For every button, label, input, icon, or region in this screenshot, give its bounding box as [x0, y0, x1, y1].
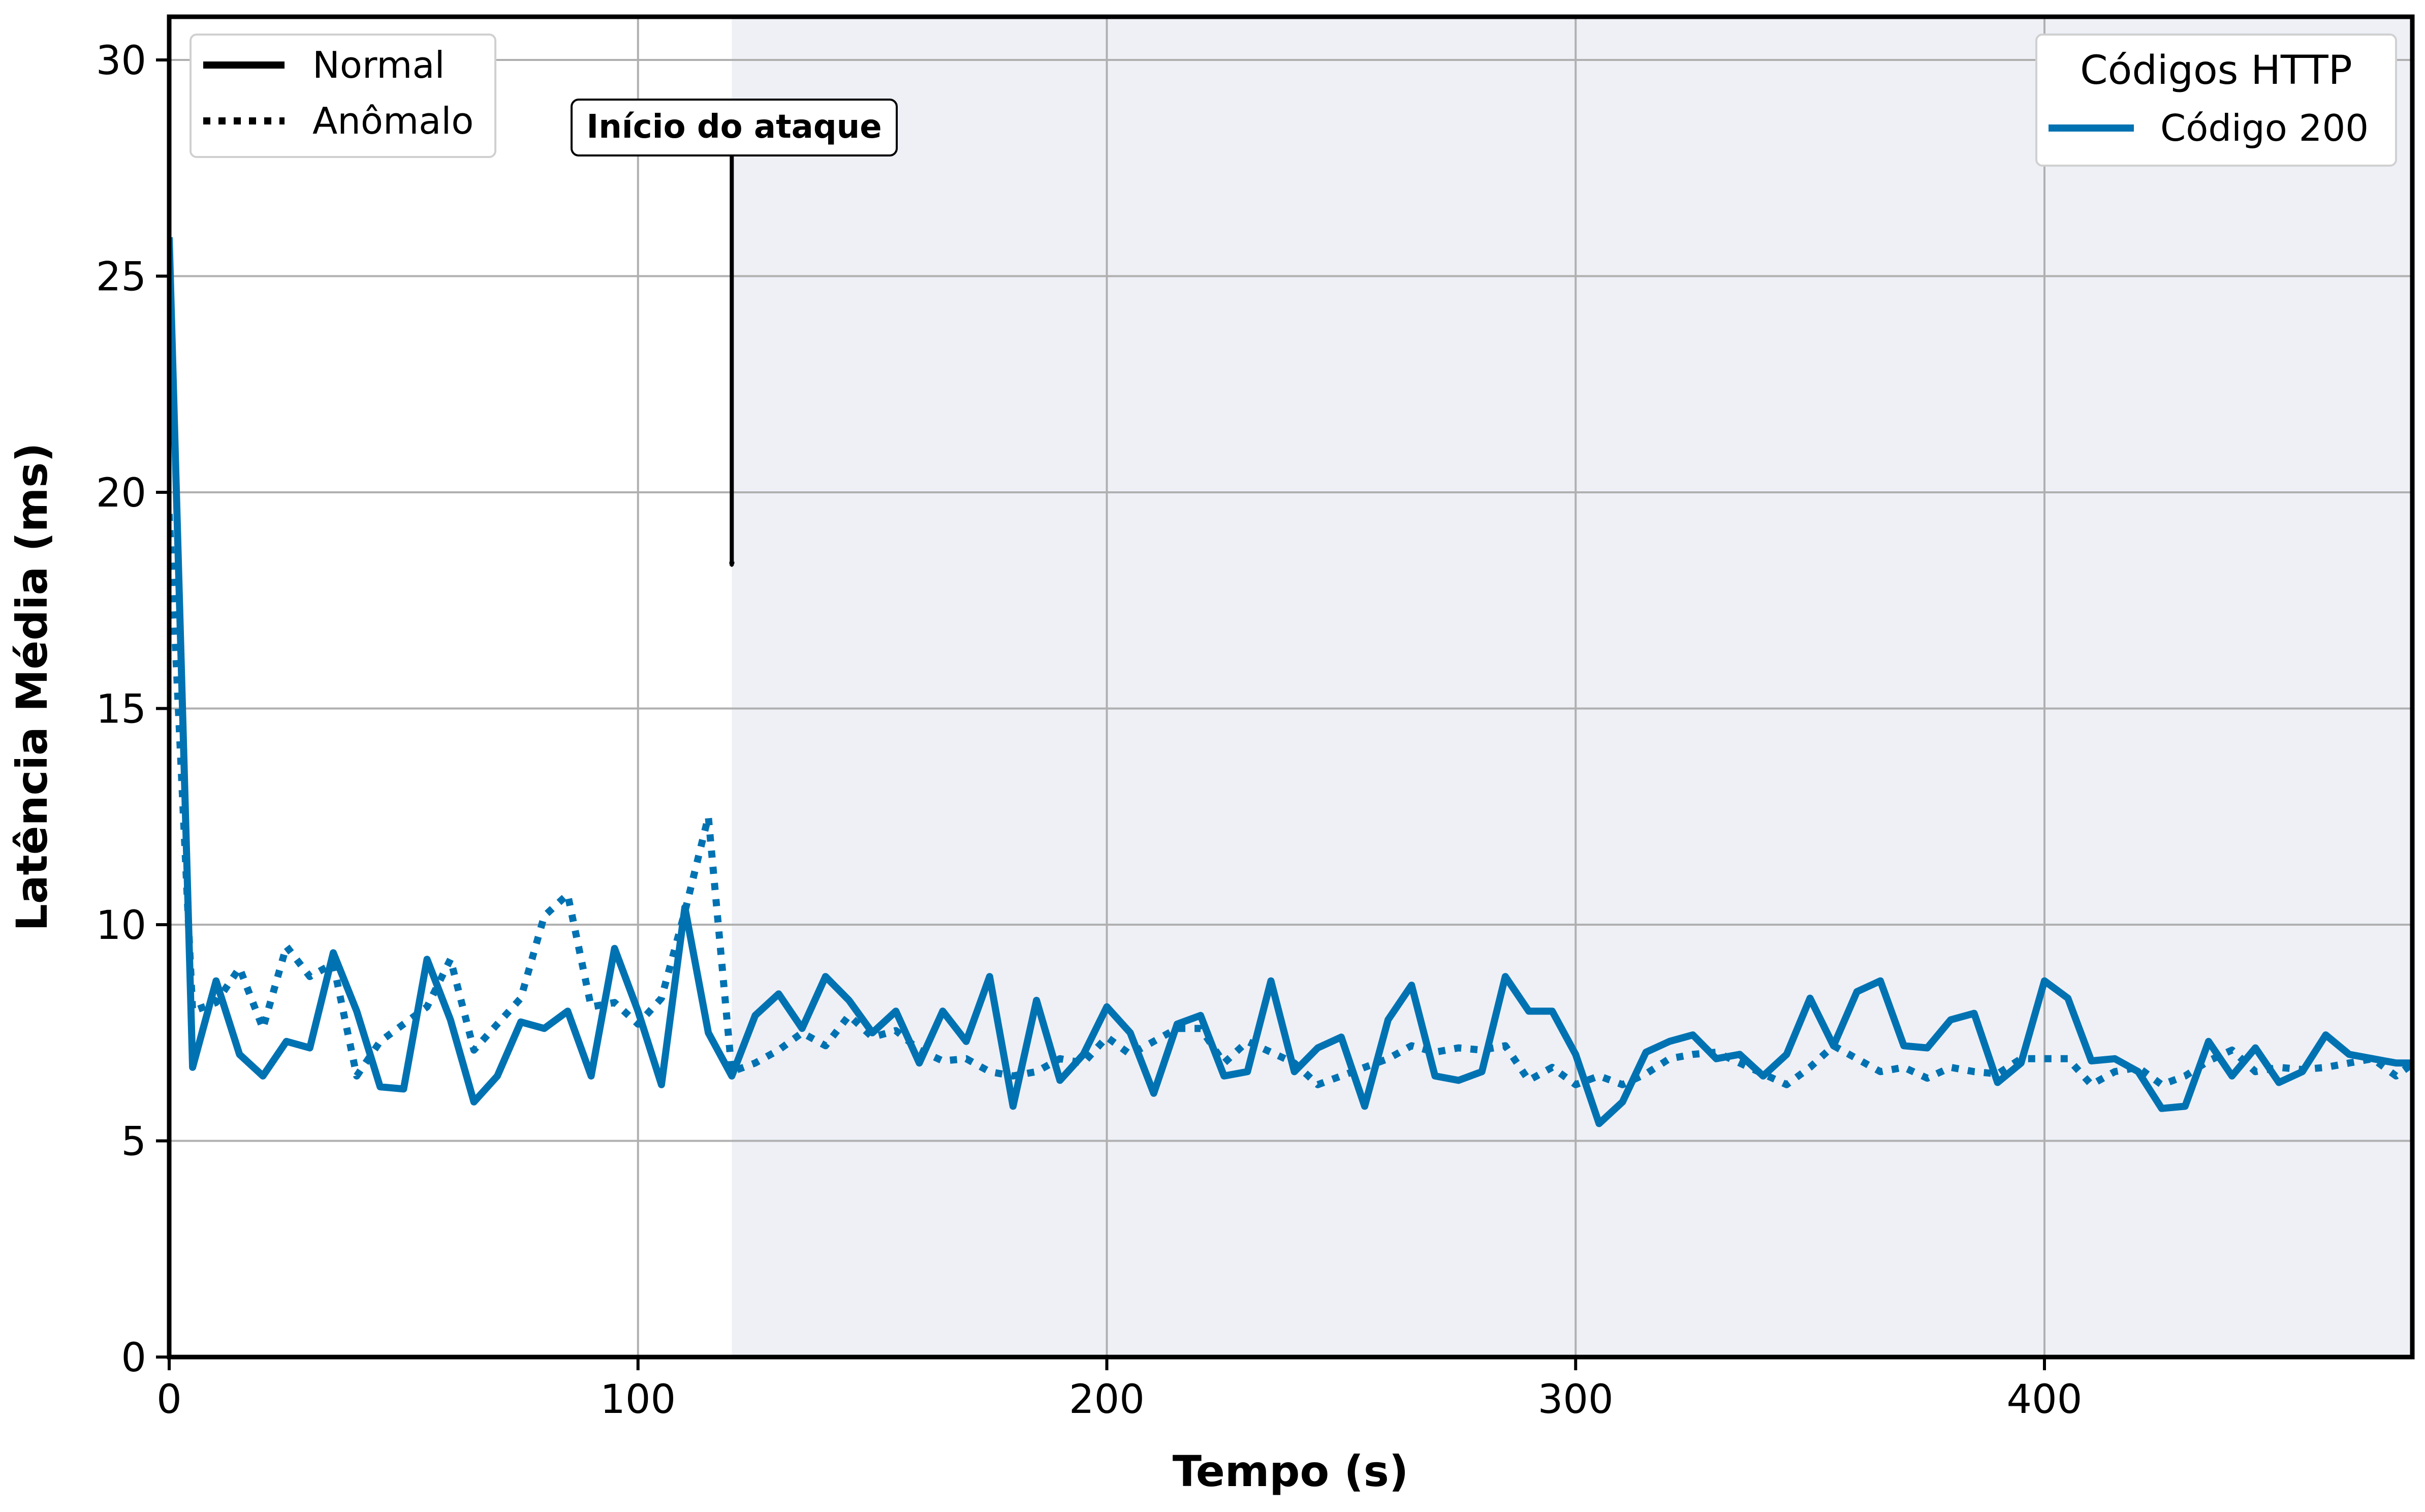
y-axis-ticks: 0 5 10 15 20 25 30 [96, 38, 169, 1381]
code-legend-box [2035, 34, 2397, 167]
y-tick-label: 0 [121, 1335, 146, 1381]
x-tick-label: 0 [156, 1377, 182, 1423]
x-tick-label: 100 [600, 1377, 676, 1423]
legend-anomalous-label: Anômalo [312, 100, 474, 142]
code-legend-title: Códigos HTTP [2080, 48, 2352, 93]
x-axis-label: Tempo (s) [1173, 1446, 1409, 1496]
y-tick-label: 30 [96, 38, 146, 84]
y-tick-label: 15 [96, 687, 146, 733]
annotation-text: Início do ataque [586, 108, 881, 146]
x-tick-label: 200 [1069, 1377, 1145, 1423]
annotation-box [571, 99, 898, 156]
y-tick-label: 10 [96, 903, 146, 949]
x-tick-label: 300 [1538, 1377, 1614, 1423]
series-line-normal [169, 237, 2412, 1127]
attack-start-annotation: Início do ataque [571, 99, 898, 566]
style-legend: Normal Anômalo [190, 34, 496, 158]
y-tick-label: 20 [96, 470, 146, 516]
attack-period-shading [732, 17, 2412, 1357]
series-line-anomalous [169, 514, 2412, 1088]
plot-frame [167, 14, 2415, 1360]
x-tick-label: 400 [2007, 1377, 2083, 1423]
y-tick-label: 25 [96, 255, 146, 300]
x-axis-ticks: 0 100 200 300 400 [156, 1357, 2082, 1423]
series-lines [169, 237, 2412, 1127]
http-code-legend: Códigos HTTP Código 200 [2035, 34, 2397, 167]
y-tick-label: 5 [121, 1119, 146, 1165]
legend-normal-label: Normal [312, 44, 445, 86]
code-200-label: Código 200 [2160, 107, 2369, 149]
y-axis-label: Latência Média (ms) [7, 443, 57, 931]
